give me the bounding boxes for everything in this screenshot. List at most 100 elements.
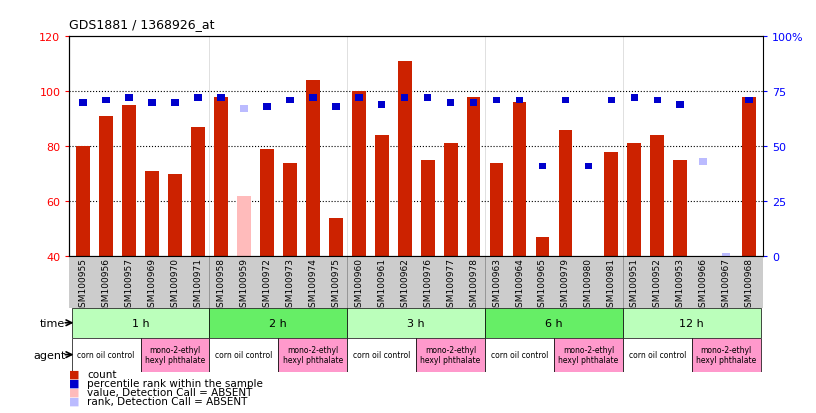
Bar — [122, 106, 136, 256]
Bar — [584, 163, 592, 170]
Bar — [628, 144, 641, 256]
Text: GSM100975: GSM100975 — [331, 258, 340, 312]
Bar — [283, 163, 297, 256]
Text: 6 h: 6 h — [545, 318, 563, 328]
Text: GSM100965: GSM100965 — [538, 258, 547, 312]
Text: GSM100951: GSM100951 — [630, 258, 639, 312]
Bar — [348, 338, 416, 372]
Text: GSM100974: GSM100974 — [308, 258, 317, 312]
Bar — [490, 163, 503, 256]
Text: 3 h: 3 h — [407, 318, 425, 328]
Text: 1 h: 1 h — [131, 318, 149, 328]
Bar — [722, 253, 730, 260]
Bar — [329, 218, 343, 256]
Bar — [470, 100, 477, 107]
Bar — [378, 102, 385, 109]
Bar — [352, 92, 366, 256]
Bar — [332, 104, 339, 111]
Bar — [676, 102, 684, 109]
Bar — [309, 95, 317, 102]
Bar — [631, 95, 638, 102]
Bar — [217, 95, 224, 102]
Text: mono-2-ethyl
hexyl phthalate: mono-2-ethyl hexyl phthalate — [282, 345, 343, 364]
Bar — [72, 308, 210, 338]
Bar — [214, 97, 228, 256]
Bar — [140, 338, 210, 372]
Text: time: time — [40, 318, 65, 328]
Bar — [743, 97, 756, 256]
Bar — [171, 100, 179, 107]
Text: GSM100958: GSM100958 — [216, 258, 225, 312]
Bar — [447, 100, 455, 107]
Bar — [421, 161, 435, 256]
Text: 12 h: 12 h — [680, 318, 704, 328]
Bar — [559, 131, 572, 256]
Text: corn oil control: corn oil control — [628, 350, 686, 359]
Bar — [535, 237, 549, 256]
Bar — [240, 106, 248, 113]
Text: agent: agent — [33, 350, 65, 360]
Bar — [605, 152, 619, 256]
Bar — [397, 62, 411, 256]
Bar — [375, 136, 388, 256]
Bar — [79, 100, 87, 107]
Bar — [516, 97, 523, 104]
Text: GSM100953: GSM100953 — [676, 258, 685, 312]
Bar — [102, 97, 110, 104]
Text: GSM100962: GSM100962 — [400, 258, 409, 312]
Text: GSM100952: GSM100952 — [653, 258, 662, 312]
Bar — [623, 338, 692, 372]
Bar — [493, 97, 500, 104]
Bar — [191, 128, 205, 256]
Text: GSM100955: GSM100955 — [78, 258, 87, 312]
Bar — [145, 171, 159, 256]
Text: value, Detection Call = ABSENT: value, Detection Call = ABSENT — [87, 387, 253, 397]
Text: mono-2-ethyl
hexyl phthalate: mono-2-ethyl hexyl phthalate — [696, 345, 756, 364]
Text: mono-2-ethyl
hexyl phthalate: mono-2-ethyl hexyl phthalate — [420, 345, 481, 364]
Text: GSM100977: GSM100977 — [446, 258, 455, 312]
Bar — [401, 95, 409, 102]
Bar — [263, 104, 271, 111]
Bar — [424, 95, 432, 102]
Text: percentile rank within the sample: percentile rank within the sample — [87, 378, 264, 388]
Text: ■: ■ — [69, 387, 80, 397]
Bar — [416, 338, 485, 372]
Text: corn oil control: corn oil control — [490, 350, 548, 359]
Text: ■: ■ — [69, 378, 80, 388]
Bar — [696, 256, 710, 366]
Text: corn oil control: corn oil control — [78, 350, 135, 359]
Text: GSM100966: GSM100966 — [698, 258, 707, 312]
Text: GSM100973: GSM100973 — [286, 258, 295, 312]
Text: GSM100970: GSM100970 — [171, 258, 180, 312]
Bar — [444, 144, 458, 256]
Bar — [720, 256, 733, 270]
Text: GSM100979: GSM100979 — [561, 258, 570, 312]
Bar — [699, 159, 707, 166]
Text: GSM100964: GSM100964 — [515, 258, 524, 312]
Bar — [348, 308, 485, 338]
Text: ■: ■ — [69, 396, 80, 406]
Bar — [692, 338, 761, 372]
Bar — [467, 97, 481, 256]
Text: GSM100971: GSM100971 — [193, 258, 202, 312]
Text: 2 h: 2 h — [269, 318, 287, 328]
Text: GSM100959: GSM100959 — [239, 258, 248, 312]
Bar — [654, 97, 661, 104]
Bar — [260, 150, 273, 256]
Bar — [485, 308, 623, 338]
Text: count: count — [87, 369, 117, 379]
Text: corn oil control: corn oil control — [353, 350, 410, 359]
Text: GSM100976: GSM100976 — [424, 258, 432, 312]
Bar — [210, 308, 348, 338]
Text: GSM100980: GSM100980 — [584, 258, 593, 312]
Bar — [168, 174, 182, 256]
Bar — [512, 103, 526, 256]
Text: GSM100957: GSM100957 — [125, 258, 134, 312]
Text: GSM100956: GSM100956 — [102, 258, 111, 312]
Text: GSM100969: GSM100969 — [148, 258, 157, 312]
Text: mono-2-ethyl
hexyl phthalate: mono-2-ethyl hexyl phthalate — [145, 345, 205, 364]
Bar — [608, 97, 615, 104]
Bar — [623, 308, 761, 338]
Bar — [72, 338, 140, 372]
Bar — [355, 95, 362, 102]
